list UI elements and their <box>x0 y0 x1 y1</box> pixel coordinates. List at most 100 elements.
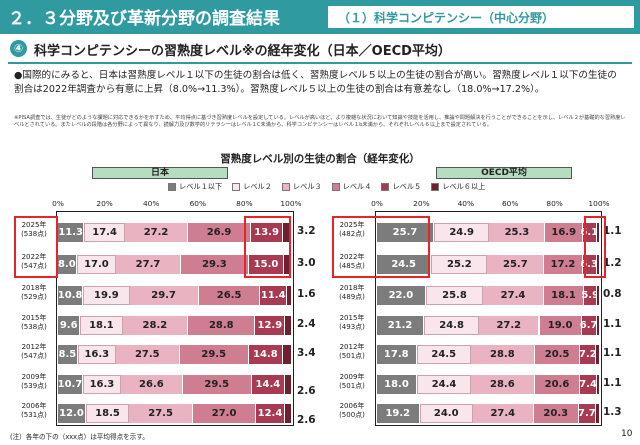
footnote: (注）各年の下の（xxx点）は平均得点を示す。 <box>10 433 149 441</box>
bar-segment: 27.5 <box>115 345 180 364</box>
legend-swatch <box>431 183 440 191</box>
legend-item: レベル３ <box>281 182 322 192</box>
bar-segment <box>597 286 599 305</box>
x-tick-label: 100% <box>588 199 610 208</box>
header-bar: ２．３分野及び革新分野の調査結果 （１）科学コンピテンシー（中心分野） <box>0 0 640 34</box>
x-tick-label: 40% <box>142 199 160 208</box>
legend-swatch <box>381 183 390 191</box>
section-divider <box>8 62 632 64</box>
bar-segment: 12.4 <box>256 404 285 423</box>
x-tick-label: 60% <box>501 199 519 208</box>
bar-segment: 28.8 <box>188 316 256 335</box>
chart-title: 習熟度レベル別の生徒の割合（経年変化） <box>220 153 420 165</box>
level6-value: 1.1 <box>603 318 622 330</box>
bar-segment: 10.7 <box>58 375 83 394</box>
bar-segment: 29.5 <box>182 375 252 394</box>
bar-segment: 26.6 <box>120 375 183 394</box>
chart-frame-japan <box>56 211 294 426</box>
bar-segment: 20.3 <box>533 404 579 423</box>
level6-value: 3.4 <box>297 347 316 359</box>
bar-segment: 28.2 <box>122 316 189 335</box>
bar-segment: 6.1 <box>580 223 598 242</box>
bar-segment: 20.5 <box>534 345 581 364</box>
bar-segment: 12.9 <box>255 316 286 335</box>
bar-segment <box>596 316 599 335</box>
bar-segment <box>596 255 600 274</box>
legend-item: レベル６以上 <box>431 182 485 192</box>
bar-segment: 25.3 <box>489 223 546 242</box>
level6-value: 1.1 <box>603 377 622 389</box>
x-tick-label: 60% <box>189 199 207 208</box>
bar-segment: 9.6 <box>58 316 81 335</box>
year-label: 2012年 <box>21 343 47 351</box>
bar-segment: 14.8 <box>248 345 284 364</box>
bar-segment: 27.4 <box>472 404 534 423</box>
bar-segment: 6.7 <box>580 316 597 335</box>
level6-value: 0.8 <box>603 288 622 300</box>
level6-value: 3.0 <box>297 257 316 269</box>
bar-segment: 18.0 <box>377 375 417 394</box>
bar-segment: 16.3 <box>82 375 121 394</box>
row-label: 2006年 (500点) <box>332 402 372 420</box>
row-label: 2025年 (538点) <box>14 221 54 239</box>
year-label: 2015年 <box>21 314 47 322</box>
bar-segment: 27.7 <box>116 255 181 274</box>
legend-label: レベル５ <box>392 182 422 191</box>
bar-segment: 29.3 <box>180 255 250 274</box>
score-label: (500点) <box>339 411 365 419</box>
bar-segment: 25.7 <box>487 255 545 274</box>
bar-segment: 24.9 <box>434 223 490 242</box>
level6-value: 1.1 <box>603 347 622 359</box>
x-tick-label: 0% <box>371 199 383 208</box>
score-label: (485点) <box>339 262 365 270</box>
bar-segment: 17.8 <box>377 345 417 364</box>
bar-segment: 11.3 <box>58 223 85 242</box>
row-label: 2025年 (482点) <box>332 221 372 239</box>
bar-segment: 16.9 <box>545 223 583 242</box>
year-label: 2006年 <box>339 402 365 410</box>
row-label: 2018年 (489点) <box>332 284 372 302</box>
highlight-box <box>584 216 606 278</box>
bar-segment: 6.3 <box>580 255 598 274</box>
level6-value: 1.3 <box>603 406 622 418</box>
legend-swatch <box>168 183 176 191</box>
bar-segment <box>285 316 291 335</box>
bar-segment: 24.5 <box>416 345 471 364</box>
bar-segment: 18.5 <box>85 404 130 423</box>
bar-segment: 27.5 <box>129 404 194 423</box>
bar-segment: 26.5 <box>198 286 261 305</box>
legend-label: レベル４ <box>342 182 372 191</box>
score-label: (501点) <box>339 382 365 390</box>
chart-legend: レベル１以下 レベル２ レベル３ レベル４ レベル５ レベル６以上 <box>168 182 485 192</box>
year-label: 2009年 <box>339 373 365 381</box>
highlight-box <box>244 216 291 278</box>
score-label: (539点) <box>21 382 47 390</box>
score-label: (501点) <box>339 352 365 360</box>
row-label: 2012年 (501点) <box>332 343 372 361</box>
bar-segment: 24.8 <box>424 316 480 335</box>
legend-item: レベル４ <box>331 182 372 192</box>
bar-segment: 22.0 <box>377 286 426 305</box>
level6-value: 1.1 <box>603 225 622 237</box>
bar-segment: 11.4 <box>260 286 288 305</box>
row-label: 2009年 (539点) <box>14 373 54 391</box>
row-label: 2022年 (547点) <box>14 253 54 271</box>
score-label: (531点) <box>21 411 47 419</box>
legend-item: レベル２ <box>232 182 272 192</box>
bar-segment <box>285 375 292 394</box>
summary-bullet: ●国際的にみると、日本は習熟度レベル１以下の生徒の割合は低く、習熟度レベル５以上… <box>14 70 617 95</box>
bar-segment: 25.7 <box>377 223 435 242</box>
highlight-box <box>14 216 58 278</box>
year-label: 2015年 <box>339 314 365 322</box>
page-subtitle: （１）科学コンピテンシー（中心分野） <box>328 6 634 28</box>
score-label: (538点) <box>21 323 47 331</box>
bar-segment: 17.2 <box>544 255 583 274</box>
x-tick-label: 80% <box>546 199 563 208</box>
x-tick-label: 40% <box>457 199 475 208</box>
panel-label-oecd: OECD平均 <box>436 167 572 179</box>
year-label: 2009年 <box>21 373 47 381</box>
bar-segment: 8.5 <box>58 345 78 364</box>
row-label: 2006年 (531点) <box>14 402 54 420</box>
bar-segment: 17.4 <box>84 223 125 242</box>
bar-segment <box>283 345 291 364</box>
